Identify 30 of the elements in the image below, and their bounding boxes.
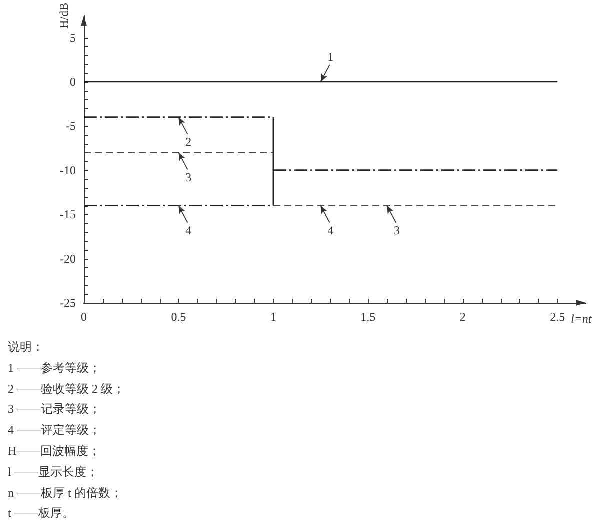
- y-tick-label: 0: [70, 74, 76, 89]
- text: 4 ——评定等级；: [8, 422, 102, 440]
- x-tick-label: 0.5: [171, 310, 186, 324]
- y-axis-title: H/dB: [57, 2, 71, 29]
- text: 说明：: [8, 339, 45, 356]
- text: 2 ——验收等级 2 级；: [8, 380, 125, 398]
- x-tick-label: 0: [81, 310, 87, 324]
- x-axis-title: l=nt: [570, 312, 592, 326]
- text: 1 ——参考等级；: [8, 360, 102, 377]
- annotation: 3: [394, 224, 400, 238]
- text: 3 ——记录等级；: [8, 401, 102, 418]
- annotation: 2: [186, 135, 192, 150]
- x-tick-label: 2: [460, 310, 466, 324]
- y-tick-label: -20: [60, 252, 76, 266]
- annotation: 4: [186, 224, 192, 238]
- text: H——回波幅度；: [8, 442, 102, 460]
- y-tick-label: -5: [66, 119, 76, 134]
- text: l ——显示长度；: [8, 464, 100, 481]
- annotation: 3: [186, 170, 192, 184]
- text: t ——板厚。: [8, 505, 76, 522]
- y-tick-label: -15: [60, 208, 76, 222]
- x-tick-label: 1.5: [360, 310, 376, 324]
- annotation: 4: [328, 224, 334, 238]
- y-tick-label: -25: [60, 296, 76, 310]
- x-tick-label: 2.5: [550, 310, 566, 324]
- x-tick-label: 1: [270, 310, 276, 324]
- y-tick-label: 5: [70, 30, 76, 45]
- y-tick-label: -10: [60, 163, 76, 178]
- annotation: 1: [328, 50, 334, 64]
- text: n ——板厚 t 的倍数；: [8, 484, 124, 502]
